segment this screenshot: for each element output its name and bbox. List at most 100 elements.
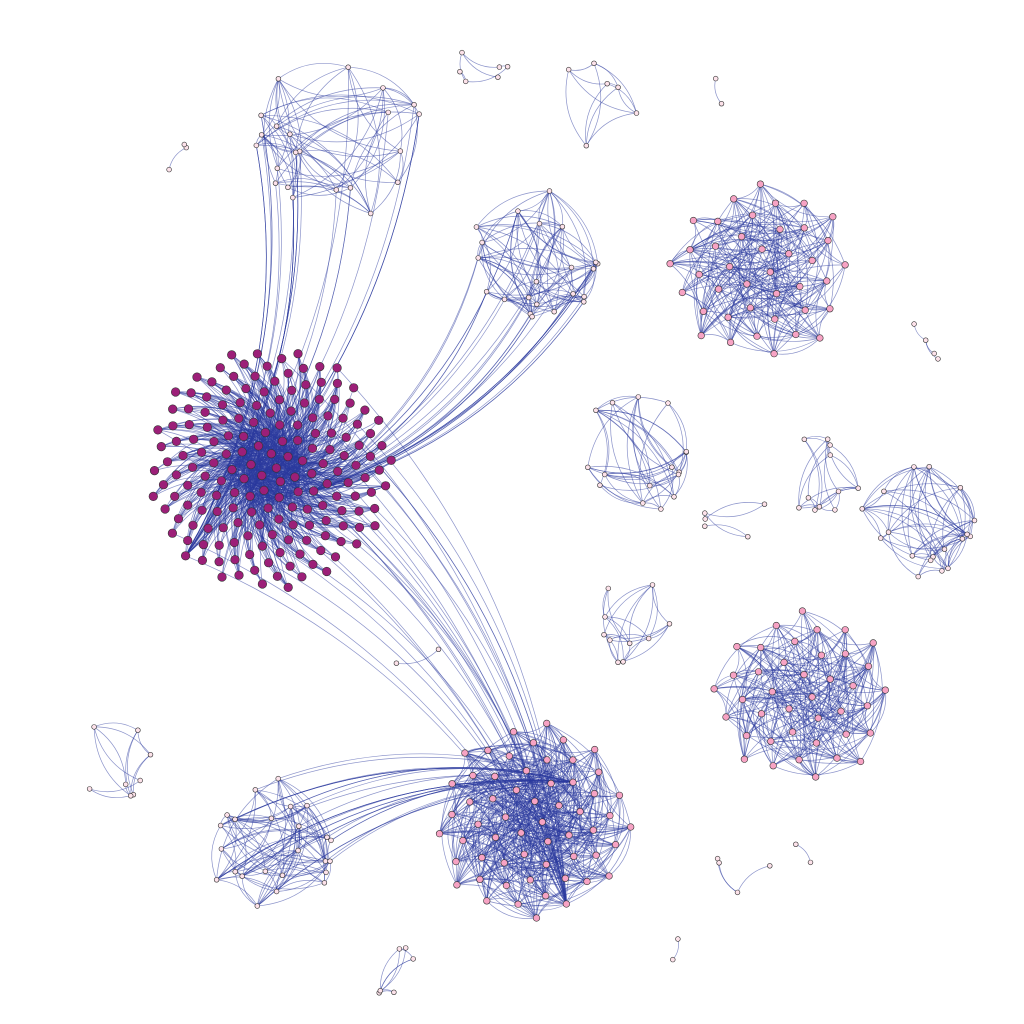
- graph-edge: [725, 629, 818, 718]
- graph-edge: [216, 780, 574, 881]
- graph-node: [491, 772, 499, 781]
- graph-edge: [639, 402, 669, 504]
- graph-node: [237, 447, 247, 457]
- graph-edge: [652, 584, 670, 625]
- graph-edge: [825, 439, 839, 492]
- graph-node: [529, 314, 535, 320]
- graph-node: [223, 431, 233, 441]
- graph-edge: [929, 466, 975, 521]
- graph-edge: [700, 202, 805, 336]
- graph-edge: [816, 653, 848, 744]
- graph-edge: [829, 444, 859, 489]
- graph-node: [593, 259, 599, 265]
- graph-node: [339, 451, 349, 461]
- graph-node: [633, 110, 640, 116]
- graph-edge: [539, 223, 572, 268]
- graph-node: [881, 488, 887, 494]
- graph-edge: [265, 868, 325, 884]
- graph-node: [196, 487, 206, 498]
- graph-edge: [728, 264, 846, 318]
- graph-edge: [880, 537, 949, 569]
- graph-node: [290, 194, 296, 201]
- graph-edge: [845, 653, 886, 691]
- graph-edge: [278, 78, 401, 152]
- graph-node: [283, 582, 293, 593]
- graph-edge: [313, 301, 585, 492]
- graph-node: [324, 834, 330, 840]
- graph-node: [570, 852, 578, 861]
- graph-node: [218, 846, 225, 852]
- graph-edge: [481, 222, 563, 243]
- graph-node: [308, 559, 318, 570]
- graph-node: [716, 860, 722, 866]
- graph-edge: [565, 69, 587, 146]
- graph-node: [590, 266, 597, 272]
- graph-node: [297, 572, 307, 582]
- graph-node: [156, 442, 166, 452]
- graph-edge: [670, 263, 821, 339]
- graph-edge: [358, 445, 567, 905]
- graph-edge: [888, 466, 930, 533]
- graph-edge: [861, 466, 930, 509]
- graph-node: [592, 851, 600, 859]
- graph-edge: [888, 487, 961, 533]
- graph-edge: [257, 806, 293, 907]
- graph-edge: [689, 216, 834, 256]
- graph-edge: [130, 754, 151, 796]
- graph-node: [257, 541, 268, 551]
- graph-edge: [746, 641, 796, 736]
- graph-edge: [276, 806, 296, 892]
- graph-node: [293, 149, 299, 156]
- graph-node: [377, 441, 387, 451]
- nodes-layer: [86, 49, 978, 996]
- graph-node: [807, 859, 814, 866]
- graph-node: [532, 914, 541, 922]
- graph-node: [824, 237, 832, 245]
- graph-edge: [299, 151, 351, 189]
- graph-node: [338, 521, 348, 531]
- graph-node: [509, 728, 518, 736]
- graph-edge: [89, 780, 141, 793]
- graph-edge: [504, 759, 548, 886]
- graph-node: [213, 877, 220, 883]
- graph-edge: [451, 758, 599, 784]
- graph-node: [168, 421, 178, 431]
- graph-edge: [455, 739, 564, 862]
- graph-node: [512, 786, 521, 794]
- graph-edge: [297, 491, 357, 545]
- graph-node: [581, 299, 587, 305]
- graph-edge: [476, 226, 491, 292]
- graph-node: [504, 63, 511, 70]
- graph-edge: [883, 490, 963, 539]
- graph-edge: [313, 293, 574, 492]
- graph-edge: [397, 104, 418, 183]
- graph-edge: [587, 467, 643, 504]
- graph-node: [915, 573, 921, 580]
- graph-edge: [241, 850, 299, 877]
- graph-node: [148, 491, 158, 502]
- graph-edge: [595, 410, 608, 486]
- graph-node: [742, 731, 751, 740]
- graph-node: [595, 768, 603, 776]
- graph-edge: [397, 150, 404, 183]
- graph-edge: [681, 202, 776, 293]
- graph-edge: [93, 726, 131, 797]
- graph-node: [971, 517, 978, 524]
- graph-edge: [649, 452, 687, 486]
- graph-edge: [481, 723, 548, 858]
- graph-edge: [568, 63, 595, 71]
- graph-edge: [234, 818, 283, 876]
- graph-node: [277, 354, 287, 364]
- graph-node: [274, 165, 280, 172]
- graph-edge: [888, 532, 919, 577]
- graph-edge: [290, 806, 328, 838]
- graph-edge: [476, 226, 538, 305]
- graph-node: [215, 363, 225, 373]
- graph-edge: [276, 96, 415, 127]
- graph-edge: [700, 280, 827, 336]
- graph-edge: [733, 198, 833, 223]
- graph-node: [262, 868, 268, 874]
- graph-edge: [249, 482, 349, 504]
- graph-node: [173, 514, 184, 524]
- graph-node: [602, 614, 608, 620]
